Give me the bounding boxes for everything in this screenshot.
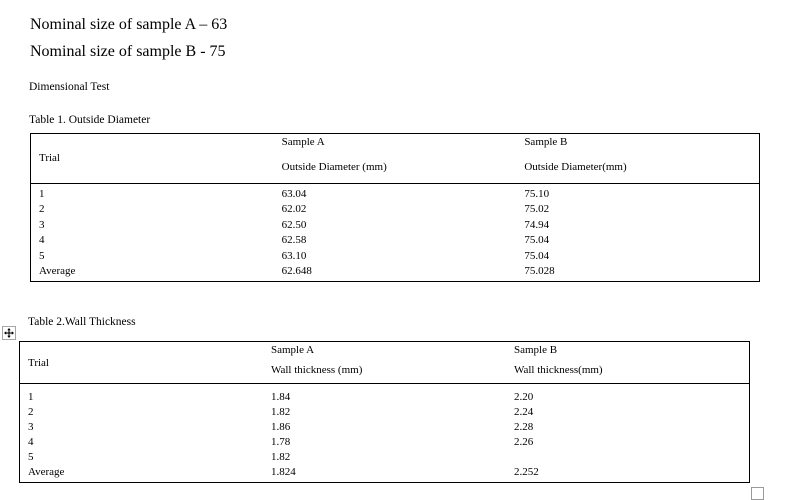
cell-sample-b[interactable]: 2.252 bbox=[513, 466, 539, 478]
cell-sample-b[interactable]: 75.04 bbox=[524, 234, 550, 246]
cell-sample-b[interactable]: 2.28 bbox=[506, 450, 749, 465]
cell-sample-b[interactable]: 75.10 bbox=[524, 187, 550, 200]
table1-body: 1 63.04 75.10 2 62.02 75.02 3 62.50 74.9… bbox=[31, 184, 759, 280]
table-row: 3 62.50 74.94 bbox=[31, 218, 759, 234]
table-row-average: Average 62.648 75.028 bbox=[31, 264, 759, 280]
table2-header-trial-label: Trial bbox=[28, 356, 49, 369]
table2-header-sample-b[interactable]: Sample B Wall thickness(mm) bbox=[506, 342, 749, 383]
table-row: 5 1.82 2.28 bbox=[20, 450, 749, 465]
outside-diameter-table: Trial Sample A Outside Diameter (mm) Sam… bbox=[30, 133, 760, 282]
cell-sample-a[interactable]: 1.78 bbox=[270, 436, 291, 448]
cell-sample-a[interactable]: 1.82 bbox=[270, 406, 291, 418]
cell-trial[interactable]: 4 bbox=[39, 234, 45, 246]
table2-body: 1 1.84 2.20 2 1.82 2.24 3 1.86 2.28 4 1.… bbox=[20, 384, 749, 480]
table1-sample-a-unit: Outside Diameter (mm) bbox=[281, 161, 387, 173]
cell-sample-b[interactable]: 75.02 bbox=[524, 203, 550, 215]
wall-thickness-table: Trial Sample A Wall thickness (mm) Sampl… bbox=[19, 341, 750, 483]
table1-caption[interactable]: Table 1. Outside Diameter bbox=[29, 114, 151, 126]
cell-sample-b[interactable]: 74.94 bbox=[524, 218, 550, 231]
table-row: 1 63.04 75.10 bbox=[31, 187, 759, 203]
cell-sample-b[interactable]: 2.26 bbox=[513, 436, 534, 448]
table-row: 3 1.86 2.28 bbox=[20, 420, 749, 435]
cell-trial[interactable]: 2 bbox=[28, 406, 34, 418]
cell-sample-b[interactable]: 2.20 bbox=[513, 391, 534, 403]
cell-sample-b[interactable]: 2.24 bbox=[513, 406, 534, 418]
table2-header-row: Trial Sample A Wall thickness (mm) Sampl… bbox=[20, 342, 749, 384]
table2-sample-a-unit: Wall thickness (mm) bbox=[270, 364, 363, 376]
table2-sample-a-title: Sample A bbox=[270, 344, 315, 356]
section-label[interactable]: Dimensional Test bbox=[29, 81, 110, 93]
table-move-handle[interactable] bbox=[2, 326, 16, 340]
move-cross-icon bbox=[4, 328, 14, 338]
cell-trial[interactable]: 4 bbox=[28, 436, 34, 448]
table-row-average: Average 1.824 2.252 bbox=[20, 465, 749, 480]
table1-sample-a-title: Sample A bbox=[281, 136, 325, 148]
table-row: 1 1.84 2.20 bbox=[20, 390, 749, 405]
table2-header-trial[interactable]: Trial bbox=[20, 342, 263, 383]
cell-sample-a[interactable]: 63.04 bbox=[281, 187, 307, 200]
cell-sample-b[interactable]: 2.28 bbox=[513, 421, 534, 433]
cell-trial[interactable]: 2 bbox=[39, 203, 45, 215]
cell-trial[interactable]: 1 bbox=[28, 391, 34, 403]
cell-sample-b[interactable]: 75.028 bbox=[524, 265, 555, 277]
cell-trial[interactable]: Average bbox=[28, 466, 65, 478]
cell-sample-a[interactable]: 1.84 bbox=[270, 391, 291, 403]
cell-sample-a[interactable]: 62.02 bbox=[281, 203, 307, 215]
cell-sample-a[interactable]: 62.58 bbox=[281, 234, 307, 246]
cell-sample-a[interactable]: 1.86 bbox=[270, 421, 291, 433]
cell-trial[interactable]: 5 bbox=[28, 451, 34, 463]
table2-sample-b-title: Sample B bbox=[513, 344, 558, 356]
table1-header-sample-b[interactable]: Sample B Outside Diameter(mm) bbox=[516, 134, 759, 183]
table-row: 4 62.58 75.04 bbox=[31, 233, 759, 249]
cell-sample-a[interactable]: 1.82 bbox=[270, 451, 291, 463]
cell-sample-b[interactable]: 75.04 bbox=[524, 249, 550, 262]
table2-caption[interactable]: Table 2.Wall Thickness bbox=[28, 316, 136, 328]
cell-trial[interactable]: 1 bbox=[39, 187, 45, 200]
cell-trial[interactable]: Average bbox=[39, 265, 76, 277]
nominal-size-a-line[interactable]: Nominal size of sample A – 63 bbox=[30, 16, 228, 33]
table1-header-trial[interactable]: Trial bbox=[31, 134, 274, 183]
cell-sample-a[interactable]: 63.10 bbox=[281, 249, 307, 262]
cell-trial[interactable]: 3 bbox=[28, 421, 34, 433]
table-row: 5 63.10 75.04 bbox=[31, 249, 759, 265]
table2-sample-b-unit: Wall thickness(mm) bbox=[513, 364, 603, 376]
cell-sample-a[interactable]: 62.648 bbox=[281, 265, 312, 277]
cell-sample-a[interactable]: 1.824 bbox=[270, 466, 296, 478]
cell-trial[interactable]: 3 bbox=[39, 218, 45, 231]
table-row: 4 1.78 2.26 bbox=[20, 435, 749, 450]
table-resize-handle[interactable] bbox=[751, 487, 764, 500]
table-row: 2 62.02 75.02 bbox=[31, 202, 759, 218]
table1-header-row: Trial Sample A Outside Diameter (mm) Sam… bbox=[31, 134, 759, 184]
table1-sample-b-unit: Outside Diameter(mm) bbox=[524, 161, 627, 173]
nominal-size-b-line[interactable]: Nominal size of sample B - 75 bbox=[30, 43, 226, 60]
cell-sample-a[interactable]: 62.50 bbox=[281, 218, 307, 231]
cell-trial[interactable]: 5 bbox=[39, 249, 45, 262]
table1-header-sample-a[interactable]: Sample A Outside Diameter (mm) bbox=[274, 134, 517, 183]
table1-sample-b-title: Sample B bbox=[524, 136, 568, 148]
table2-header-sample-a[interactable]: Sample A Wall thickness (mm) bbox=[263, 342, 506, 383]
table-row: 2 1.82 2.24 bbox=[20, 405, 749, 420]
table1-header-trial-label: Trial bbox=[39, 152, 60, 165]
